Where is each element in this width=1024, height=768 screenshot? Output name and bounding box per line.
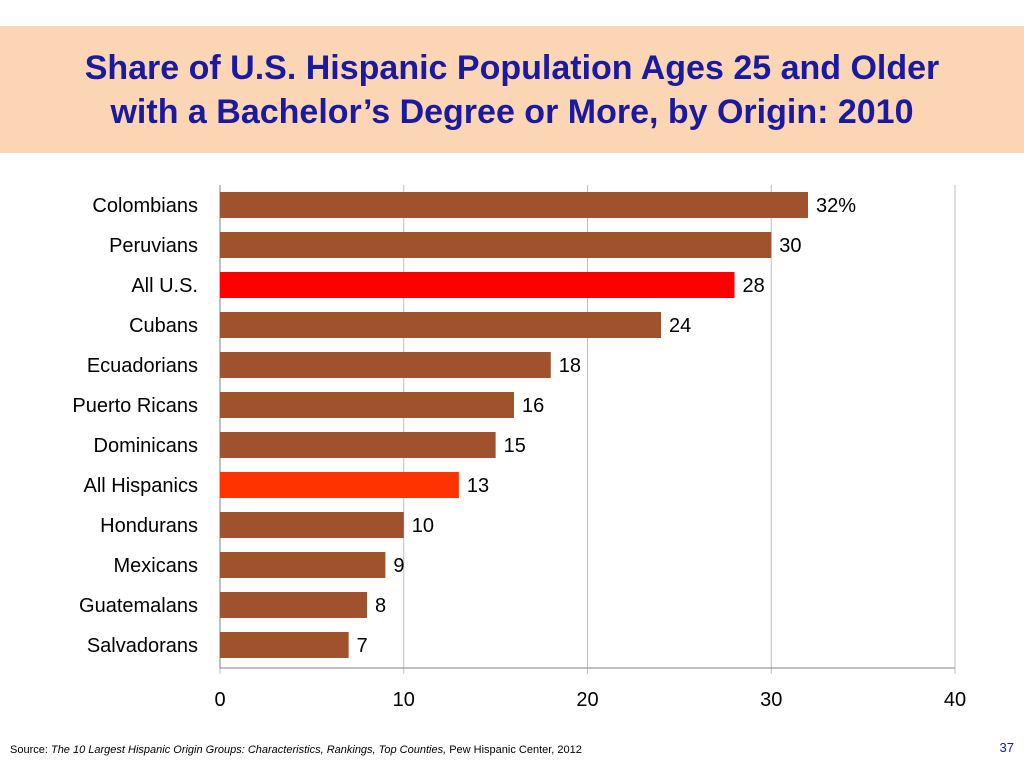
- bar-mexicans: [220, 552, 386, 578]
- category-label: Dominicans: [94, 435, 198, 457]
- category-label: Puerto Ricans: [72, 395, 198, 417]
- source-prefix: Source:: [10, 744, 51, 756]
- category-label: All U.S.: [131, 275, 198, 297]
- data-label: 32%: [816, 195, 856, 217]
- data-label: 7: [357, 635, 368, 657]
- category-label: Ecuadorians: [87, 355, 198, 377]
- labels: 0 10 20 30 40 Colombians 32% Peruvians 30 All U.S…: [72, 195, 966, 711]
- data-label: 15: [504, 435, 526, 457]
- category-label: Hondurans: [100, 515, 198, 537]
- x-tick-label: 20: [576, 689, 598, 711]
- source-title: The 10 Largest Hispanic Origin Groups: C…: [50, 744, 447, 756]
- source-suffix: Pew Hispanic Center, 2012: [446, 744, 582, 756]
- bar-cubans: [220, 312, 661, 338]
- title-banner: [0, 26, 1024, 153]
- data-label: 8: [375, 595, 386, 617]
- category-label: Salvadorans: [87, 635, 198, 657]
- x-tick-label: 10: [393, 689, 415, 711]
- data-label: 30: [779, 235, 801, 257]
- data-label: 16: [522, 395, 544, 417]
- bars: [220, 192, 808, 658]
- bar-puerto-ricans: [220, 392, 514, 418]
- chart-title-line-1: Share of U.S. Hispanic Population Ages 2…: [84, 49, 940, 87]
- bar-all-u-s: [220, 272, 735, 298]
- category-label: All Hispanics: [84, 475, 198, 497]
- data-label: 9: [393, 555, 404, 577]
- category-label: Colombians: [92, 195, 198, 217]
- source-note: Source: The 10 Largest Hispanic Origin G…: [10, 744, 582, 756]
- chart-title-line-2: with a Bachelor’s Degree or More, by Ori…: [110, 93, 914, 131]
- data-label: 28: [743, 275, 765, 297]
- data-label: 24: [669, 315, 691, 337]
- x-tick-label: 30: [760, 689, 782, 711]
- page-number: 37: [999, 740, 1014, 755]
- bar-all-hispanics: [220, 472, 459, 498]
- bar-dominicans: [220, 432, 496, 458]
- bar-peruvians: [220, 232, 772, 258]
- x-tick-label: 40: [944, 689, 966, 711]
- data-label: 18: [559, 355, 581, 377]
- bar-salvadorans: [220, 632, 349, 658]
- category-label: Peruvians: [109, 235, 198, 257]
- bar-hondurans: [220, 512, 404, 538]
- data-label: 10: [412, 515, 434, 537]
- category-label: Cubans: [129, 315, 198, 337]
- bar-colombians: [220, 192, 808, 218]
- category-label: Mexicans: [114, 555, 198, 577]
- x-tick-label: 0: [214, 689, 225, 711]
- bar-ecuadorians: [220, 352, 551, 378]
- bar-guatemalans: [220, 592, 367, 618]
- data-label: 13: [467, 475, 489, 497]
- category-label: Guatemalans: [79, 595, 198, 617]
